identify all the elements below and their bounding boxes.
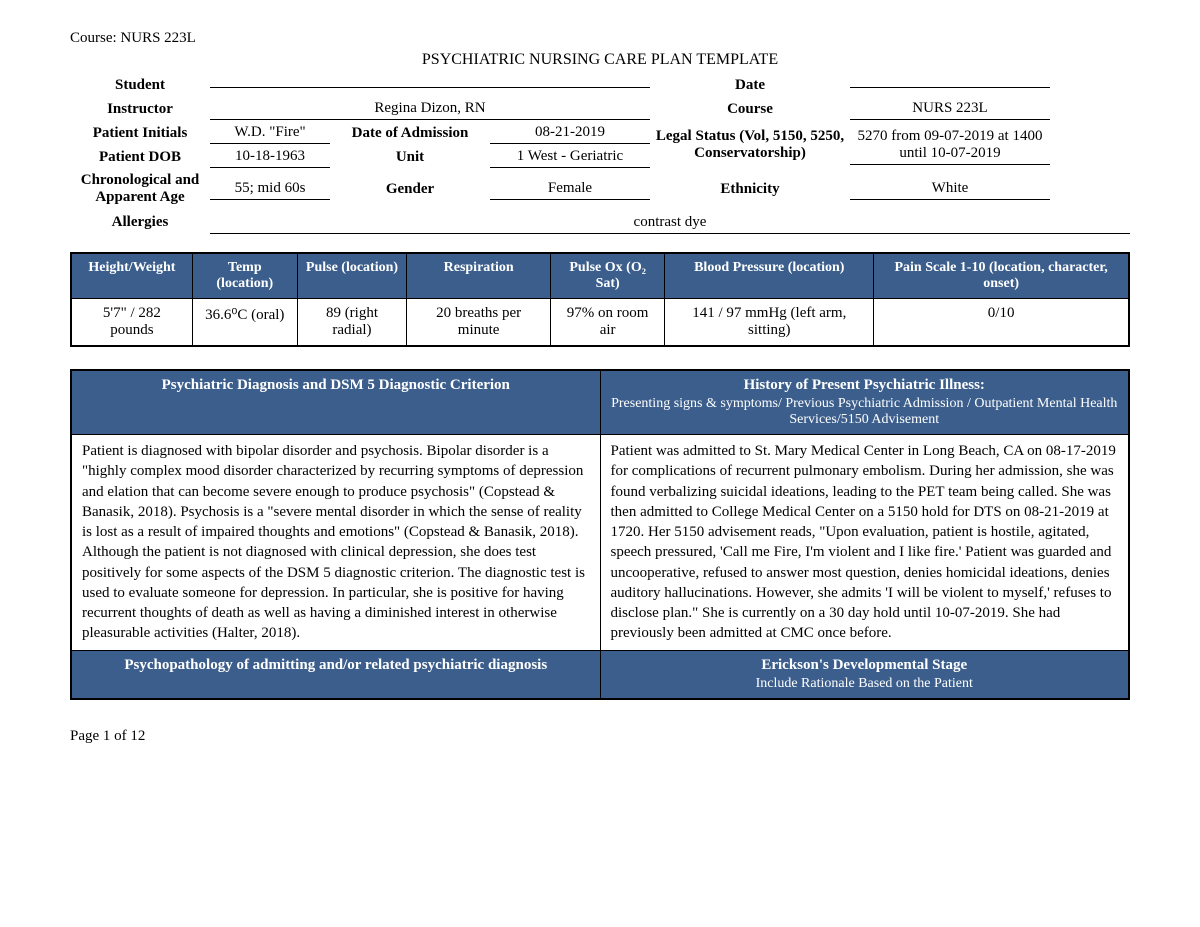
legal-value: 5270 from 09-07-2019 at 1400 until 10-07… xyxy=(850,126,1050,165)
ethnicity-label: Ethnicity xyxy=(650,179,850,200)
hpi-header-title: History of Present Psychiatric Illness: xyxy=(744,377,985,393)
vitals-h-bp: Blood Pressure (location) xyxy=(665,253,874,299)
doa-label: Date of Admission xyxy=(330,123,490,144)
dsm-header: Psychiatric Diagnosis and DSM 5 Diagnost… xyxy=(71,370,600,435)
vitals-h-pain: Pain Scale 1-10 (location, character, on… xyxy=(874,253,1129,299)
instructor-value: Regina Dizon, RN xyxy=(210,98,650,120)
vitals-h-resp: Respiration xyxy=(407,253,551,299)
vitals-hw: 5'7" / 282 pounds xyxy=(71,299,192,347)
allergies-row: Allergies contrast dye xyxy=(70,212,1130,234)
erickson-header: Erickson's Developmental Stage Include R… xyxy=(600,650,1129,699)
ethnicity-value: White xyxy=(850,178,1050,200)
page-footer: Page 1 of 12 xyxy=(70,728,1130,745)
vitals-header-row: Height/Weight Temp (location) Pulse (loc… xyxy=(71,253,1129,299)
doa-value: 08-21-2019 xyxy=(490,122,650,144)
initials-value: W.D. "Fire" xyxy=(210,122,330,144)
vitals-resp: 20 breaths per minute xyxy=(407,299,551,347)
instructor-label: Instructor xyxy=(70,99,210,120)
unit-label: Unit xyxy=(330,147,490,168)
clinical-table: Psychiatric Diagnosis and DSM 5 Diagnost… xyxy=(70,369,1130,700)
course-label: Course xyxy=(650,99,850,120)
hpi-header: History of Present Psychiatric Illness: … xyxy=(600,370,1129,435)
unit-value: 1 West - Geriatric xyxy=(490,146,650,168)
erickson-header-sub: Include Rationale Based on the Patient xyxy=(609,676,1121,692)
vitals-h-pulse: Pulse (location) xyxy=(297,253,407,299)
allergies-label: Allergies xyxy=(70,212,210,234)
student-label: Student xyxy=(70,75,210,96)
age-label: Chronological and Apparent Age xyxy=(70,170,210,208)
vitals-data-row: 5'7" / 282 pounds 36.6⁰C (oral) 89 (righ… xyxy=(71,299,1129,347)
date-label: Date xyxy=(650,75,850,96)
age-value: 55; mid 60s xyxy=(210,178,330,200)
dsm-content: Patient is diagnosed with bipolar disord… xyxy=(71,435,600,651)
vitals-h-temp: Temp (location) xyxy=(192,253,297,299)
course-value: NURS 223L xyxy=(850,98,1050,120)
erickson-header-title: Erickson's Developmental Stage xyxy=(761,657,967,673)
vitals-pain: 0/10 xyxy=(874,299,1129,347)
vitals-h-ox: Pulse Ox (O₂ Sat) xyxy=(551,253,665,299)
allergies-value: contrast dye xyxy=(210,212,1130,234)
vitals-pulse: 89 (right radial) xyxy=(297,299,407,347)
vitals-ox: 97% on room air xyxy=(551,299,665,347)
page-title: PSYCHIATRIC NURSING CARE PLAN TEMPLATE xyxy=(70,51,1130,69)
vitals-table: Height/Weight Temp (location) Pulse (loc… xyxy=(70,252,1130,347)
initials-label: Patient Initials xyxy=(70,123,210,144)
student-value xyxy=(210,83,650,88)
psychopath-header: Psychopathology of admitting and/or rela… xyxy=(71,650,600,699)
vitals-bp: 141 / 97 mmHg (left arm, sitting) xyxy=(665,299,874,347)
vitals-temp: 36.6⁰C (oral) xyxy=(192,299,297,347)
hpi-header-sub: Presenting signs & symptoms/ Previous Ps… xyxy=(609,396,1121,428)
course-header: Course: NURS 223L xyxy=(70,30,1130,47)
vitals-h-hw: Height/Weight xyxy=(71,253,192,299)
date-value xyxy=(850,83,1050,88)
dob-label: Patient DOB xyxy=(70,147,210,168)
gender-value: Female xyxy=(490,178,650,200)
patient-header-grid: Student Date Instructor Regina Dizon, RN… xyxy=(70,75,1130,208)
legal-label: Legal Status (Vol, 5150, 5250, Conservat… xyxy=(650,126,850,164)
gender-label: Gender xyxy=(330,179,490,200)
hpi-content: Patient was admitted to St. Mary Medical… xyxy=(600,435,1129,651)
dob-value: 10-18-1963 xyxy=(210,146,330,168)
